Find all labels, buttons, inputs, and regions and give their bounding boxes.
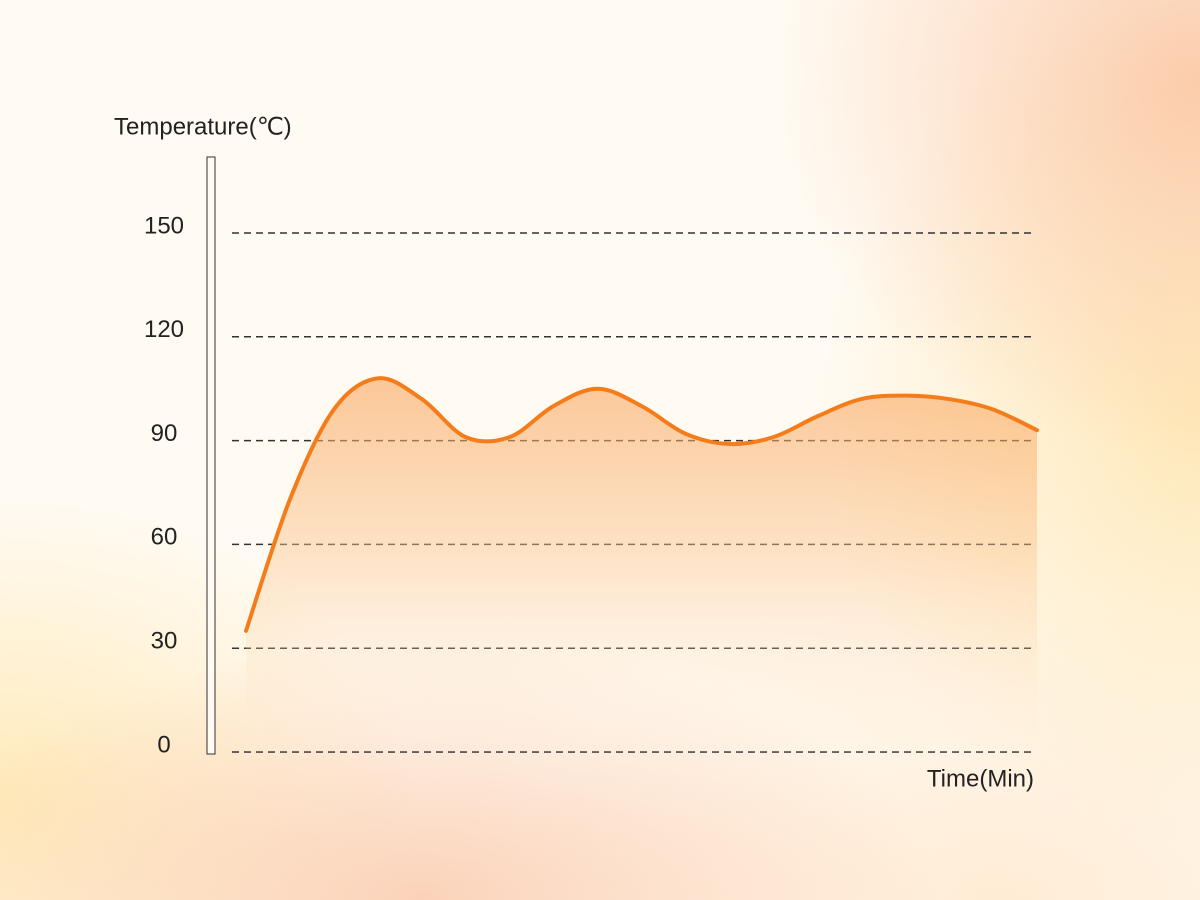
y-tick-label: 90	[151, 420, 178, 447]
y-axis-label: Temperature(℃)	[114, 113, 292, 140]
y-axis-bar	[206, 156, 216, 755]
area	[246, 378, 1037, 752]
x-axis-label: Time(Min)	[927, 765, 1034, 792]
line	[244, 376, 1039, 633]
y-tick-label: 150	[144, 212, 184, 239]
y-tick-label: 30	[151, 628, 178, 655]
y-tick-label: 60	[151, 524, 178, 551]
y-tick-label: 0	[157, 731, 170, 758]
y-tick-label: 120	[144, 316, 184, 343]
